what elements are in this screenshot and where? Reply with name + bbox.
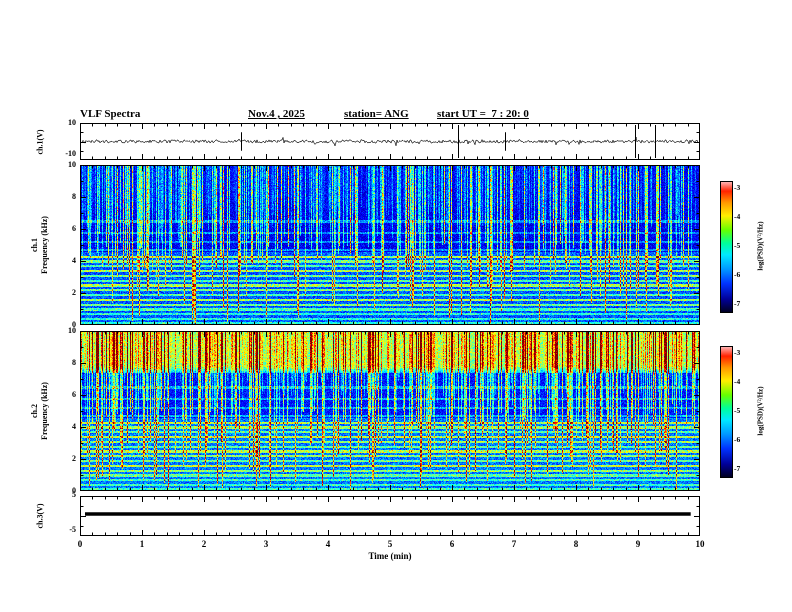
x-tick-label: 7	[511, 539, 517, 549]
ch2-frequency-axis-label: ch.2 Frequency (kHz)	[24, 331, 56, 491]
x-tick-label: 9	[635, 539, 641, 549]
colorbar-ch2-tick-label: -6	[734, 435, 741, 444]
x-tick-label: 10	[695, 539, 705, 549]
ch3-voltage-axis-label: ch.3(V)	[30, 496, 52, 536]
ch2-freq-tick-label: 8	[72, 358, 76, 367]
colorbar-ch1-tick-label: -4	[734, 212, 741, 221]
ch1-frequency-axis-label: ch.1 Frequency (kHz)	[24, 165, 56, 325]
ch1-freq-tick-label: 10	[68, 160, 76, 169]
ch2-freq-tick-label: 6	[72, 390, 76, 399]
time-axis-label: Time (min)	[368, 551, 412, 561]
ch1-label: ch.1	[30, 238, 39, 252]
ch1-ymax-label: 10	[68, 118, 76, 127]
x-tick-label: 4	[325, 539, 331, 549]
colorbar-ch1-tick-label: -5	[734, 241, 741, 250]
colorbar-ch2-tick-label: -3	[734, 348, 741, 357]
colorbar-ch2-tick-label: -7	[734, 464, 741, 473]
ch1-ymin-label: -10	[65, 149, 76, 158]
ch1-frequency-label: Frequency (kHz)	[40, 216, 49, 274]
ch1-waveform-canvas	[80, 123, 700, 160]
colorbar-ch2	[720, 346, 733, 478]
colorbar-ch2-tick-label: -5	[734, 406, 741, 415]
ch1-freq-tick-label: 6	[72, 224, 76, 233]
ch2-label: ch.2	[30, 404, 39, 418]
colorbar-ch1-tick-label: -6	[734, 270, 741, 279]
ch2-freq-tick-label: 2	[72, 454, 76, 463]
ch3-ymin-label: -5	[69, 525, 76, 534]
plot-title: VLF Spectra	[80, 108, 141, 120]
ch3-ymax-label: 5	[72, 490, 76, 499]
ch1-voltage-axis-label: ch.1(V)	[30, 123, 52, 160]
x-tick-label: 2	[201, 539, 207, 549]
ch2-frequency-axis-text: ch.2 Frequency (kHz)	[30, 382, 50, 440]
x-tick-label: 6	[449, 539, 455, 549]
ch1-spectrogram-canvas	[80, 165, 700, 325]
x-tick-label: 0	[77, 539, 83, 549]
ch3-voltage-axis-text: ch.3(V)	[36, 503, 46, 529]
ch2-freq-tick-label: 0	[72, 486, 76, 495]
ch1-freq-tick-label: 0	[72, 320, 76, 329]
colorbar-ch1	[720, 181, 733, 313]
colorbar-ch2-tick-label: -4	[734, 377, 741, 386]
ch3-waveform-canvas	[80, 496, 700, 536]
ch2-freq-tick-label: 10	[68, 326, 76, 335]
ch2-frequency-label: Frequency (kHz)	[40, 382, 49, 440]
ch1-frequency-axis-text: ch.1 Frequency (kHz)	[30, 216, 50, 274]
ch2-freq-tick-label: 4	[72, 422, 76, 431]
ch1-freq-tick-label: 2	[72, 288, 76, 297]
colorbar-ch1-tick-label: -7	[734, 299, 741, 308]
plot-start-ut: start UT = 7 : 20: 0	[437, 108, 529, 120]
ch1-freq-tick-label: 8	[72, 192, 76, 201]
colorbar-ch1-tick-label: -3	[734, 183, 741, 192]
x-tick-label: 3	[263, 539, 269, 549]
plot-station: station= ANG	[344, 108, 409, 120]
ch1-freq-tick-label: 4	[72, 256, 76, 265]
ch2-spectrogram-canvas	[80, 331, 700, 491]
plot-date: Nov.4 , 2025	[248, 108, 305, 120]
x-tick-label: 8	[573, 539, 579, 549]
x-tick-label: 5	[387, 539, 393, 549]
ch1-voltage-axis-text: ch.1(V)	[36, 128, 46, 155]
x-tick-label: 1	[139, 539, 145, 549]
